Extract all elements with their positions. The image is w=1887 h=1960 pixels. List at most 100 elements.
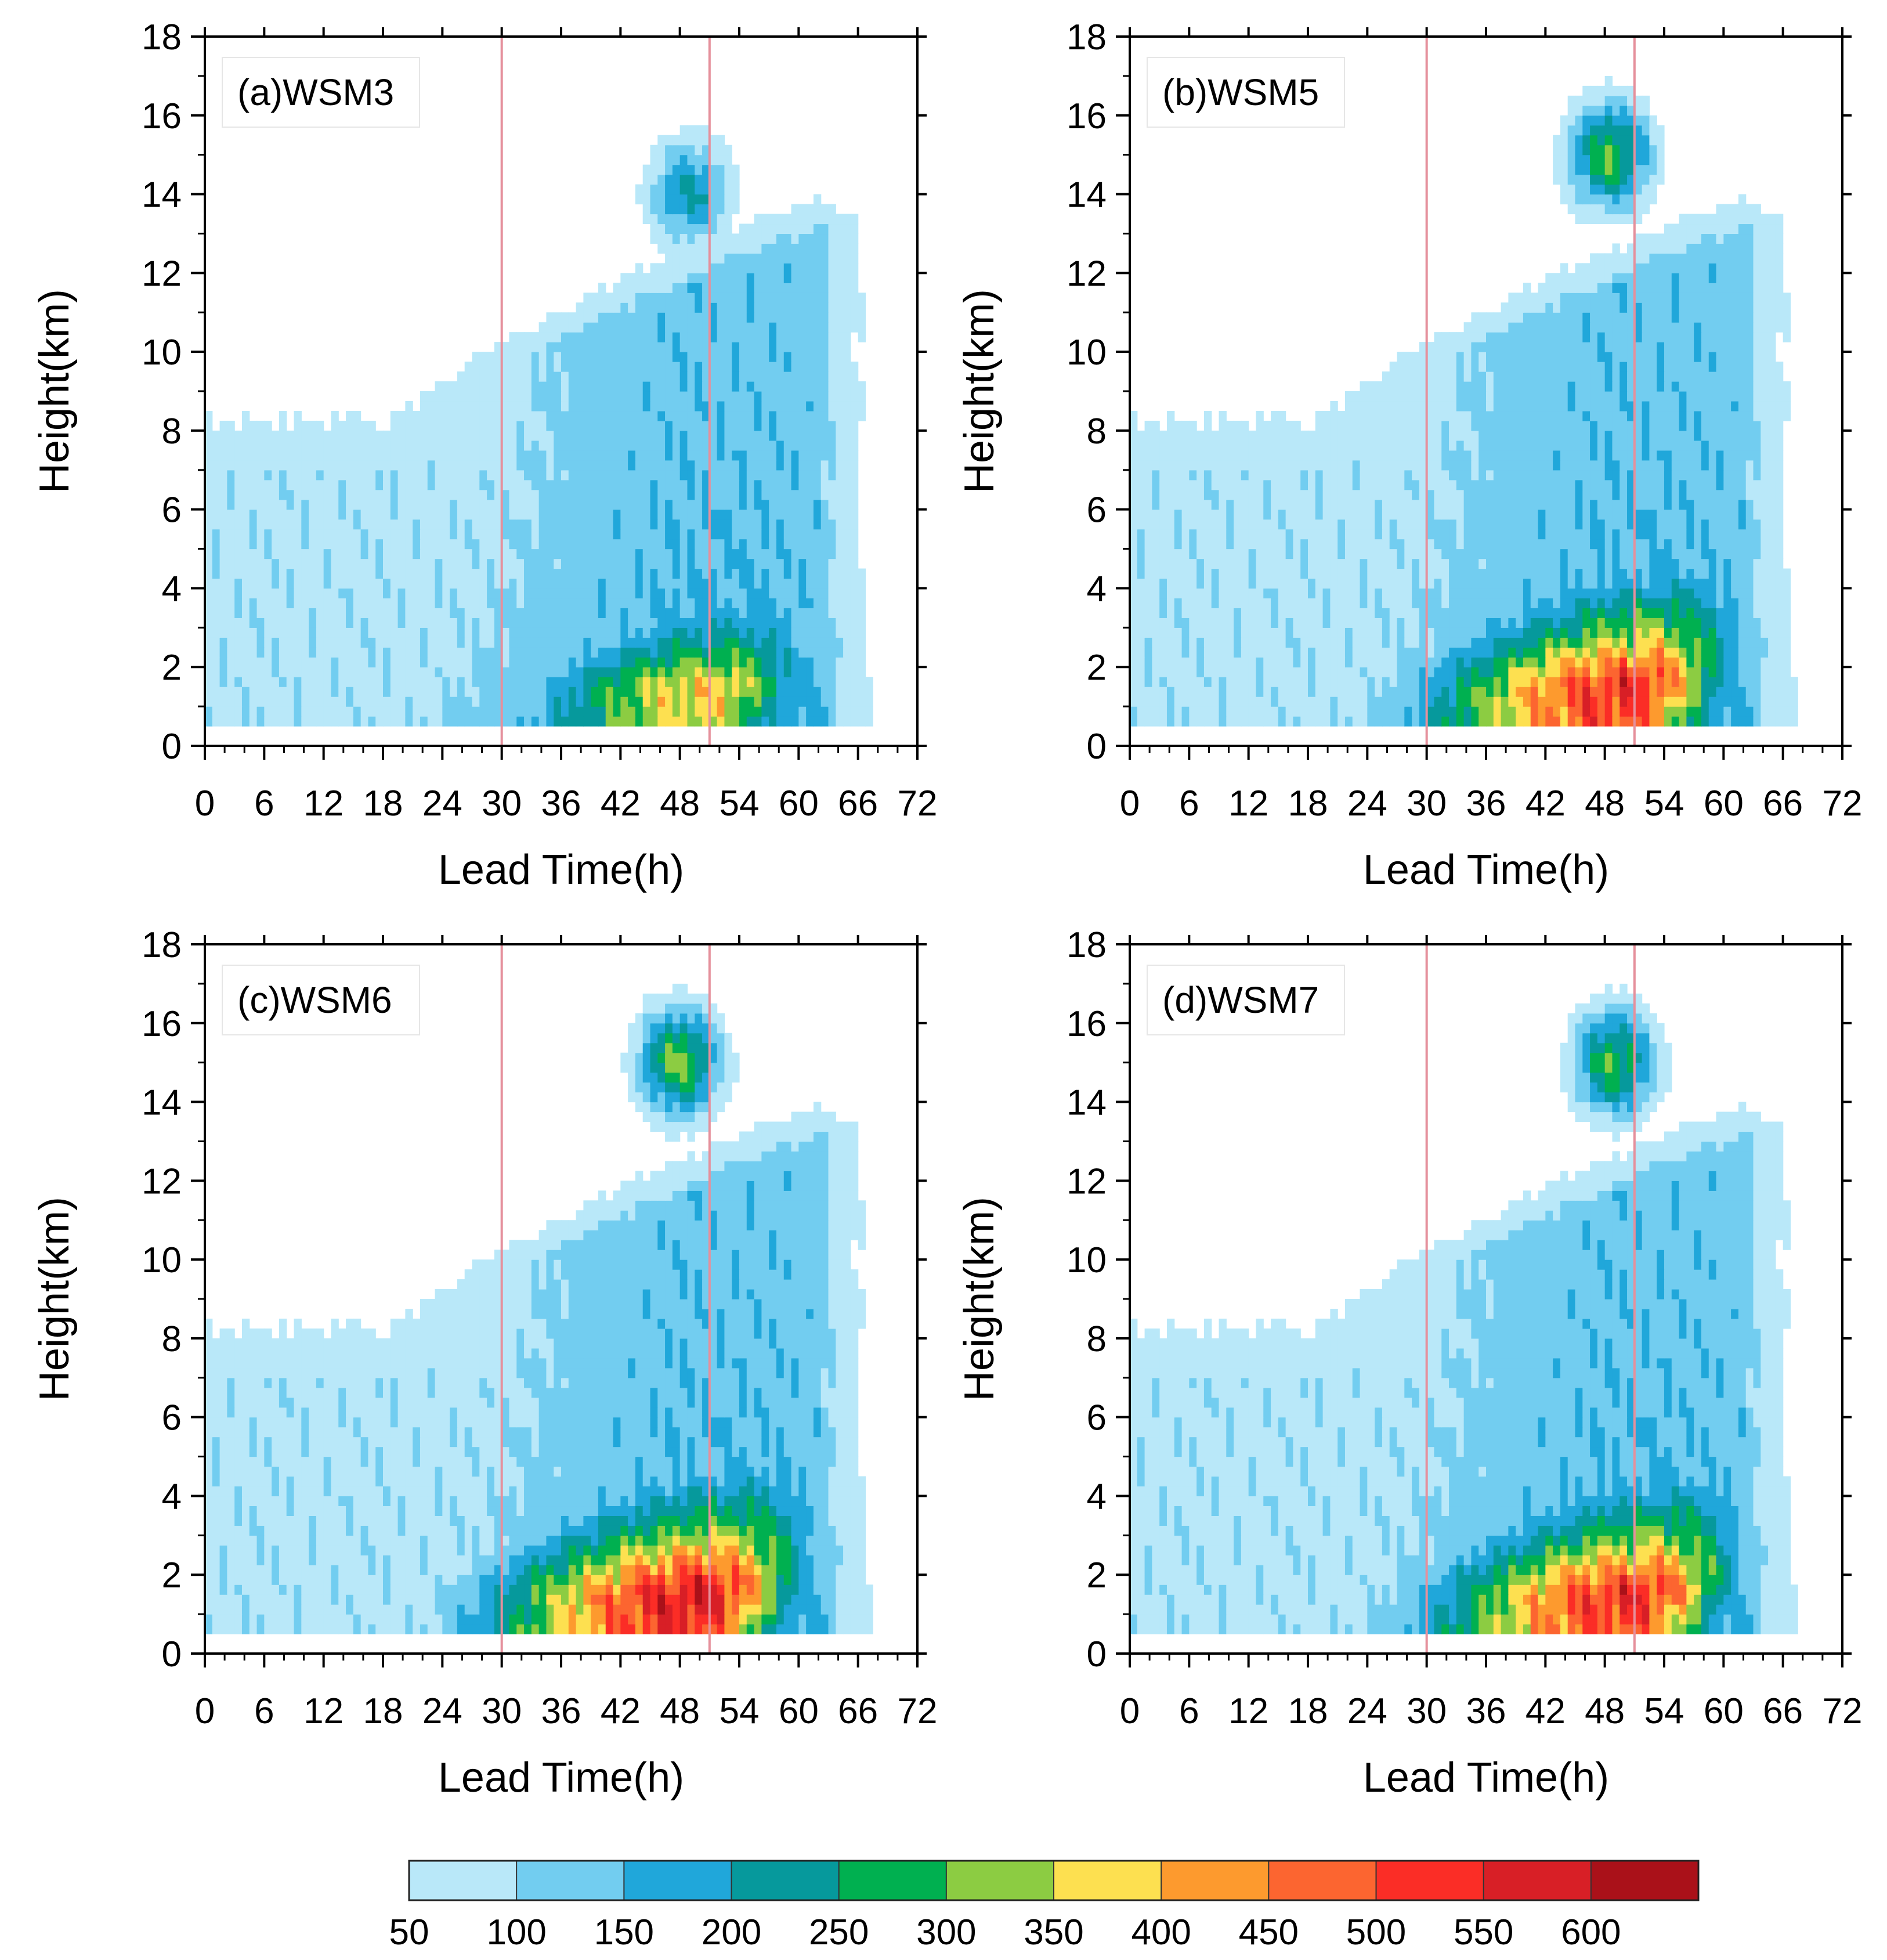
field-cell [1538,677,1546,687]
field-cell [828,499,836,510]
field-cell [687,608,695,618]
field-cell [591,430,599,441]
field-cell [858,657,866,667]
field-cell [397,706,406,717]
field-cell [286,568,295,579]
field-cell [798,677,807,687]
field-cell [279,647,287,658]
field-cell [241,618,250,628]
field-cell [843,322,851,333]
field-cell [1567,598,1576,608]
field-cell [450,479,458,490]
field-cell [1226,647,1234,658]
field-cell [1137,687,1145,697]
field-cell [635,687,644,697]
field-cell [405,558,413,569]
field-cell [1679,677,1687,687]
field-cell [1441,677,1449,687]
field-cell [554,657,562,667]
field-cell [850,558,859,569]
field-cell [301,647,309,658]
field-cell [739,519,747,530]
field-cell [687,371,695,382]
field-cell [360,529,369,540]
field-cell [234,696,243,707]
field-cell [776,352,785,362]
field-cell [1337,677,1346,687]
field-cell [1166,647,1175,658]
field-cell [1360,657,1368,667]
field-cell [806,608,814,618]
field-cell [620,342,628,352]
field-cell [1545,618,1553,628]
field-cell [331,618,339,628]
field-cell [554,558,562,569]
field-cell [1463,696,1472,707]
field-cell [754,460,762,471]
field-cell [457,687,465,697]
field-cell [576,450,584,461]
field-cell [820,499,829,510]
field-cell [828,362,836,372]
field-cell [754,687,762,697]
field-cell [375,519,384,530]
field-cell [709,184,718,195]
field-cell [613,440,621,451]
field-cell [746,391,755,402]
field-cell [294,450,302,461]
field-cell [1144,667,1152,677]
field-cell [516,440,525,451]
field-cell [264,637,272,648]
field-cell [813,706,822,717]
field-cell [464,578,473,589]
field-cell [442,529,450,540]
field-cell [405,509,413,520]
field-cell [524,352,532,362]
field-cell [679,273,688,283]
field-cell [732,716,740,727]
field-cell [1501,696,1509,707]
field-cell [1761,647,1769,658]
field-cell [628,667,636,677]
field-cell [746,627,755,638]
field-cell [1738,716,1747,727]
field-cell [635,381,644,392]
field-cell [665,135,673,146]
field-cell [241,410,250,421]
field-cell [353,558,362,569]
field-cell [1203,598,1212,608]
field-cell [1508,627,1516,638]
field-cell [309,618,317,628]
field-cell [405,706,413,717]
field-cell [554,519,562,530]
field-cell [487,696,495,707]
field-cell [286,578,295,589]
field-cell [679,263,688,273]
field-cell [820,204,829,215]
field-cell [494,420,503,431]
field-cell [828,618,836,628]
field-cell [546,371,554,382]
field-cell [1745,637,1754,648]
field-cell [249,657,258,667]
field-cell [1642,696,1650,707]
field-cell [1686,667,1694,677]
field-cell [709,687,718,697]
field-cell [642,677,651,687]
field-cell [828,204,836,215]
field-cell [538,342,547,352]
field-cell [457,460,465,471]
field-cell [598,332,606,342]
field-cell [1738,608,1747,618]
field-cell [746,608,755,618]
field-cell [783,568,792,579]
field-cell [249,430,258,441]
field-cell [531,460,540,471]
field-cell [650,499,658,510]
field-cell [509,489,517,500]
field-cell [850,302,859,313]
field-cell [635,293,644,303]
field-cell [1412,716,1420,727]
field-cell [1560,627,1568,638]
field-cell [1263,647,1271,658]
